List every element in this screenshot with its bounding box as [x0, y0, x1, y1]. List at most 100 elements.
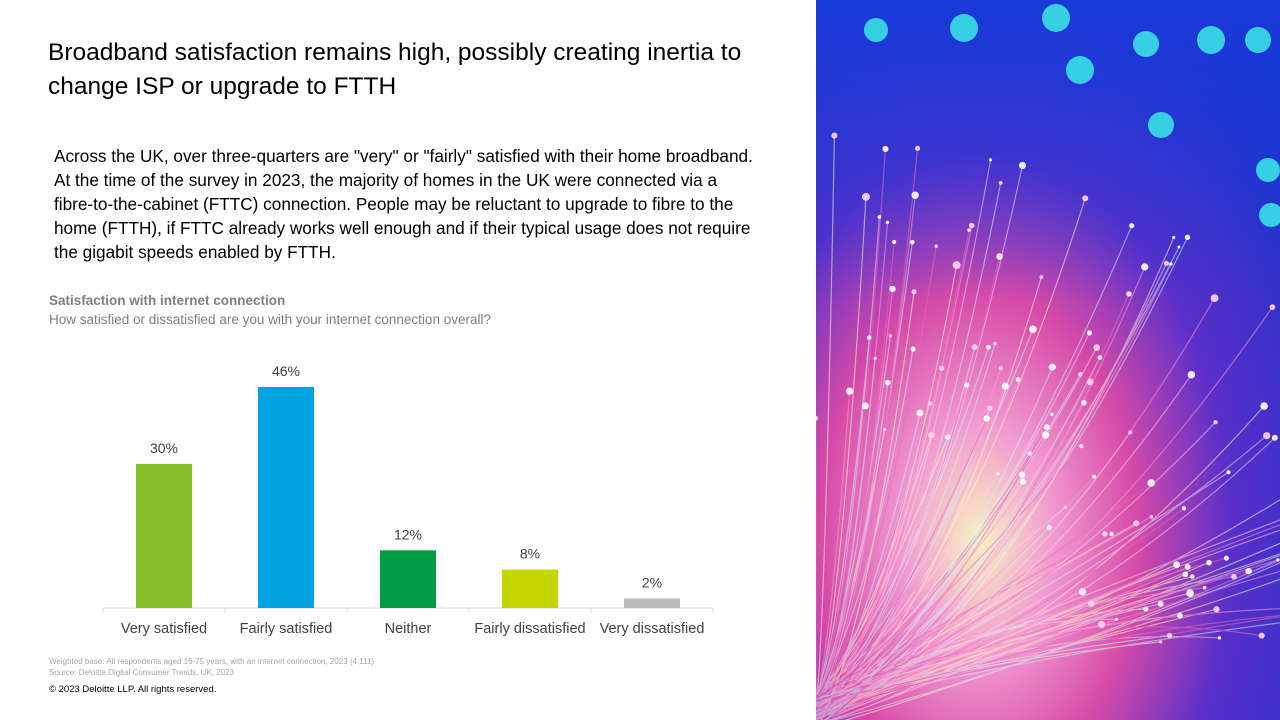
light-dot — [927, 401, 933, 406]
fibre-strand — [831, 562, 1280, 720]
light-dot — [1029, 325, 1037, 334]
fibre-strand — [816, 616, 1280, 708]
light-dot — [939, 365, 945, 371]
light-dot — [909, 239, 915, 245]
light-dot — [1231, 573, 1237, 580]
light-dot — [934, 244, 938, 248]
bar-fairly-dissatisfied — [502, 569, 558, 608]
light-dot — [1082, 195, 1089, 202]
light-dot — [914, 145, 921, 151]
fibre-strand — [816, 522, 1137, 706]
light-dot — [1258, 632, 1265, 639]
light-dot — [1097, 355, 1103, 360]
light-dot — [1129, 223, 1135, 229]
light-dot — [986, 344, 991, 350]
light-dot — [1079, 444, 1084, 449]
fibre-strand — [816, 165, 1024, 695]
light-dot — [910, 346, 916, 352]
light-dot — [1043, 424, 1050, 431]
bar-fairly-satisfied — [258, 387, 314, 608]
light-dot — [1163, 260, 1169, 266]
light-dot — [1109, 531, 1114, 537]
light-dot — [883, 428, 887, 432]
light-dot — [1092, 474, 1097, 479]
fibre-strand — [817, 385, 1006, 720]
light-dot — [877, 215, 882, 219]
data-label: 46% — [272, 363, 300, 379]
light-dot — [967, 228, 971, 232]
light-dot — [1027, 451, 1032, 456]
light-dot — [989, 158, 993, 162]
fibre-strand — [816, 405, 866, 696]
light-dot — [1271, 434, 1278, 441]
light-dot — [996, 471, 1000, 476]
data-label: 30% — [150, 440, 178, 456]
satisfaction-bar-chart: 30% Very satisfied 46% Fairly satisfied 12% N… — [102, 363, 714, 637]
light-dot — [1181, 506, 1187, 511]
light-dot — [845, 387, 854, 395]
copyright: © 2023 Deloitte LLP. All rights reserved… — [49, 684, 217, 695]
light-dot — [1063, 505, 1067, 509]
light-dot — [888, 334, 893, 338]
light-dot — [1210, 294, 1219, 303]
fibre-strand — [816, 288, 894, 700]
light-dot — [1147, 479, 1155, 487]
light-dot — [1078, 588, 1087, 596]
light-dot — [889, 285, 896, 293]
light-dot — [882, 145, 889, 152]
light-dot — [1260, 402, 1268, 410]
light-dot — [1001, 382, 1009, 390]
light-dot — [1018, 161, 1027, 169]
fibre-strand — [816, 241, 895, 698]
fibre-strand — [816, 608, 1280, 697]
light-dot — [1217, 636, 1222, 640]
light-dot — [816, 415, 819, 421]
light-dot — [866, 335, 872, 340]
light-dot — [1172, 235, 1176, 240]
light-dot — [1213, 419, 1218, 425]
category-label: Neither — [385, 621, 432, 637]
light-dot — [1173, 561, 1181, 569]
fibre-strand — [816, 265, 958, 693]
light-dot — [861, 402, 869, 410]
light-dot — [1190, 574, 1195, 579]
light-dot — [861, 192, 870, 201]
light-dot — [1184, 234, 1191, 241]
light-dot — [1177, 245, 1181, 249]
fibre-strand — [816, 614, 1280, 716]
light-dot — [1187, 370, 1196, 379]
light-dot — [971, 344, 978, 351]
light-dot — [968, 222, 975, 229]
data-label: 12% — [394, 526, 422, 542]
light-dot — [1159, 640, 1163, 644]
footnote-base: Weighted base: All respondents aged 16-7… — [49, 657, 375, 666]
category-label: Very dissatisfied — [600, 621, 705, 637]
light-dot — [892, 239, 897, 245]
fibre-strand — [816, 471, 1229, 715]
light-dot — [1177, 612, 1183, 619]
light-dot — [998, 365, 1004, 371]
light-dot — [1046, 524, 1052, 531]
light-dot — [1141, 263, 1149, 271]
fibre-strand — [816, 499, 1280, 714]
fibre-strand — [819, 225, 973, 720]
bar-very-satisfied — [136, 463, 192, 608]
light-dot — [884, 379, 891, 386]
slide-title: Broadband satisfaction remains high, pos… — [48, 39, 742, 100]
light-dot — [1019, 478, 1027, 485]
light-dot — [996, 253, 1003, 260]
light-dot — [1166, 632, 1173, 639]
light-dot — [911, 289, 917, 295]
light-dot — [1050, 412, 1054, 417]
light-dot — [1041, 431, 1050, 439]
fibre-strand — [818, 418, 988, 720]
light-dot — [1086, 378, 1094, 386]
light-dot — [1206, 559, 1212, 566]
light-dot — [1143, 606, 1149, 612]
light-dot — [1182, 571, 1189, 578]
fibre-strand — [816, 196, 867, 700]
fibre-strand — [825, 225, 1133, 720]
fibre-strand — [816, 421, 1217, 713]
fibre-strand — [816, 570, 1249, 692]
fibre-strand — [816, 276, 1042, 708]
